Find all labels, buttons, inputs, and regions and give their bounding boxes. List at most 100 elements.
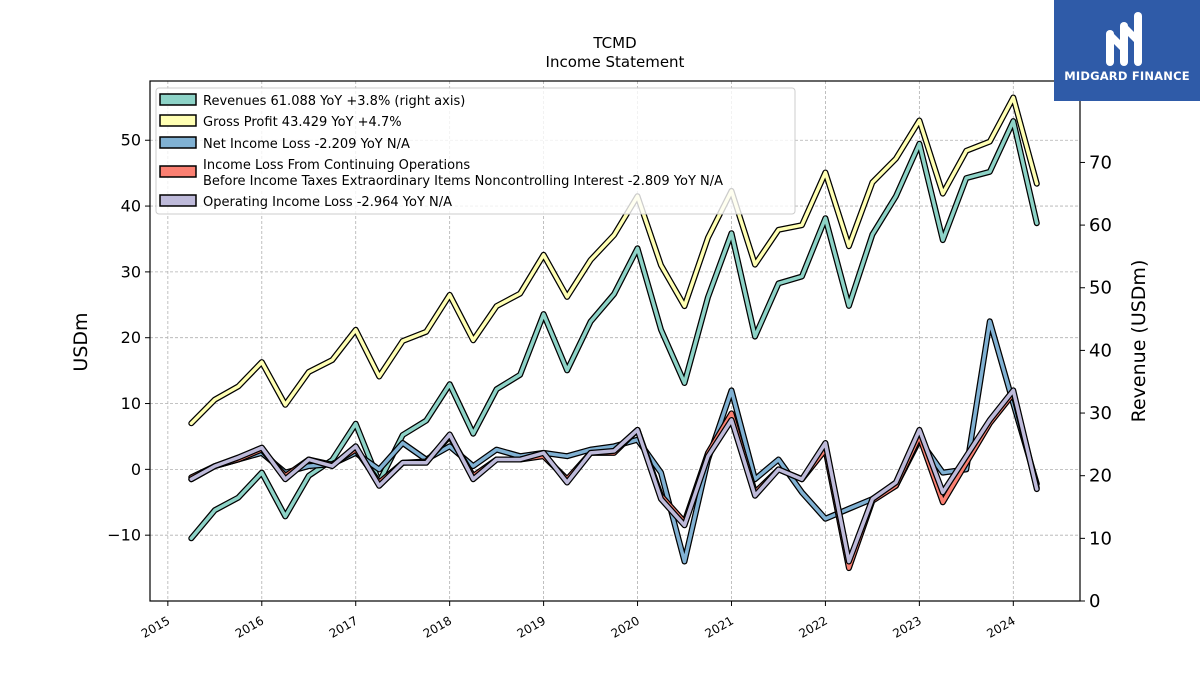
data-point	[355, 329, 356, 330]
data-point	[731, 413, 732, 414]
data-point	[966, 456, 967, 457]
data-point	[684, 306, 685, 307]
data-point	[661, 329, 662, 330]
data-point	[848, 508, 849, 509]
legend-frame	[155, 87, 796, 215]
data-point	[848, 305, 849, 306]
data-point	[520, 374, 521, 375]
brand-logo: MIDGARD FINANCE	[1054, 0, 1200, 101]
data-point	[1036, 223, 1037, 224]
data-point	[590, 260, 591, 261]
data-point	[285, 516, 286, 517]
data-point	[872, 182, 873, 183]
series-line-outline	[188, 387, 1040, 565]
data-point	[989, 171, 990, 172]
data-point	[543, 254, 544, 255]
data-point	[1036, 489, 1037, 490]
data-point	[402, 462, 403, 463]
data-point	[661, 498, 662, 499]
data-point	[825, 172, 826, 173]
data-point	[1013, 121, 1014, 122]
y-right-tick-label: 20	[1089, 466, 1112, 487]
data-point	[355, 446, 356, 447]
chart-title: TCMD	[592, 34, 636, 52]
legend-label: Gross Profit 43.429 YoY +4.7%	[203, 115, 402, 130]
midgard-m-logo-icon	[1106, 12, 1142, 66]
data-point	[661, 472, 662, 473]
data-point	[567, 482, 568, 483]
data-point	[379, 376, 380, 377]
data-point	[661, 265, 662, 266]
series-line	[189, 388, 1039, 564]
data-point	[355, 423, 356, 424]
data-point	[402, 443, 403, 444]
data-point	[379, 469, 380, 470]
data-point	[520, 293, 521, 294]
data-point	[989, 321, 990, 322]
legend-label: Before Income Taxes Extraordinary Items …	[203, 174, 723, 189]
data-point	[966, 178, 967, 179]
data-point	[426, 462, 427, 463]
data-point	[1036, 183, 1037, 184]
series-line	[189, 391, 1039, 570]
legend-swatch	[159, 165, 197, 178]
data-point	[801, 492, 802, 493]
data-point	[942, 492, 943, 493]
y-left-tick-label: 10	[121, 394, 141, 413]
series-layer	[188, 94, 1040, 572]
data-point	[895, 482, 896, 483]
data-point	[895, 196, 896, 197]
chart-subtitle: Income Statement	[546, 53, 685, 71]
data-point	[754, 495, 755, 496]
data-point	[614, 450, 615, 451]
data-point	[825, 443, 826, 444]
data-point	[754, 479, 755, 480]
data-point	[1013, 390, 1014, 391]
data-point	[825, 218, 826, 219]
data-point	[473, 340, 474, 341]
data-point	[614, 294, 615, 295]
y-right-tick-label: 0	[1089, 591, 1100, 612]
data-point	[801, 225, 802, 226]
data-point	[848, 246, 849, 247]
series-line	[189, 119, 1039, 541]
data-point	[261, 447, 262, 448]
data-point	[919, 120, 920, 121]
data-point	[402, 434, 403, 435]
data-point	[261, 472, 262, 473]
data-point	[449, 446, 450, 447]
data-point	[520, 459, 521, 460]
data-point	[402, 341, 403, 342]
data-point	[778, 283, 779, 284]
legend-label: Net Income Loss -2.209 YoY N/A	[203, 137, 410, 152]
data-point	[238, 457, 239, 458]
data-point	[473, 466, 474, 467]
y-left-tick-label: 20	[121, 328, 141, 347]
data-point	[590, 452, 591, 453]
x-tick-label: 2022	[796, 613, 829, 640]
data-point	[942, 193, 943, 194]
legend-swatch	[159, 114, 197, 127]
data-point	[426, 420, 427, 421]
data-point	[942, 472, 943, 473]
data-point	[684, 382, 685, 383]
data-point	[801, 479, 802, 480]
x-tick-label: 2017	[327, 613, 360, 640]
data-point	[308, 459, 309, 460]
data-point	[449, 384, 450, 385]
y-right-tick-label: 30	[1089, 403, 1112, 424]
data-point	[238, 386, 239, 387]
plot-frame	[149, 80, 1081, 602]
data-point	[848, 568, 849, 569]
x-tick-label: 2023	[890, 613, 923, 640]
data-point	[590, 321, 591, 322]
data-point	[966, 150, 967, 151]
y-right-tick-label: 10	[1089, 528, 1112, 549]
data-point	[214, 510, 215, 511]
x-tick-label: 2016	[233, 613, 266, 640]
data-point	[496, 389, 497, 390]
y-left-tick-label: 50	[121, 131, 141, 150]
data-point	[848, 561, 849, 562]
data-point	[449, 434, 450, 435]
series-3	[188, 390, 1040, 572]
